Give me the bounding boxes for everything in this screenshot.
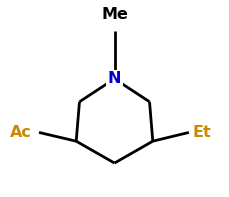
- Text: Me: Me: [101, 7, 128, 22]
- Text: N: N: [108, 71, 121, 86]
- Text: Et: Et: [193, 125, 211, 140]
- Text: Ac: Ac: [9, 125, 31, 140]
